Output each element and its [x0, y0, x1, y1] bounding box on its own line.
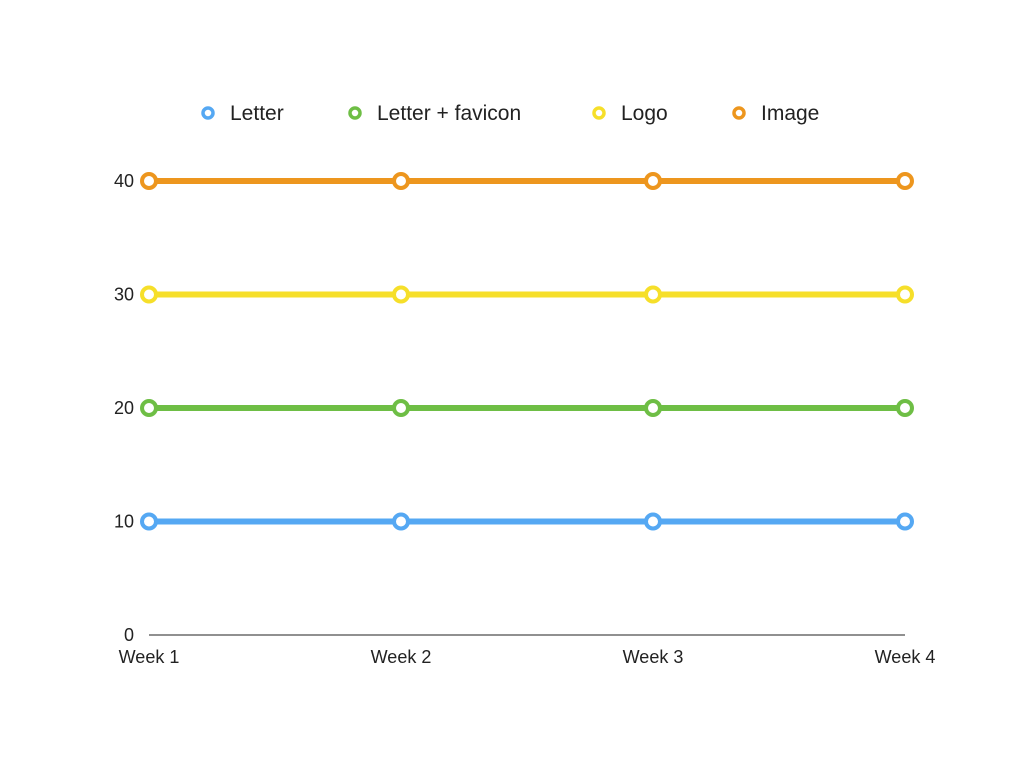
data-point — [392, 512, 410, 531]
legend-marker-icon — [732, 106, 746, 120]
series — [140, 285, 914, 304]
y-tick-label: 10 — [114, 512, 134, 532]
data-point — [896, 172, 914, 190]
data-point — [896, 285, 914, 304]
y-tick-label: 0 — [124, 625, 134, 645]
legend-item: Letter + favicon — [348, 102, 521, 125]
legend-item: Letter — [201, 102, 284, 125]
legend-item: Image — [732, 102, 819, 125]
series — [140, 172, 914, 190]
data-point — [392, 399, 410, 417]
legend-label: Logo — [621, 102, 668, 125]
legend-marker-icon — [348, 106, 362, 120]
data-point — [896, 399, 914, 417]
data-point — [392, 285, 410, 304]
y-tick-label: 20 — [114, 398, 134, 418]
data-point — [140, 285, 158, 304]
y-tick-label: 40 — [114, 171, 134, 191]
x-tick-label: Week 2 — [371, 647, 432, 667]
x-tick-label: Week 3 — [623, 647, 684, 667]
data-point — [644, 285, 662, 304]
series — [140, 512, 914, 531]
y-tick-label: 30 — [114, 285, 134, 305]
data-point — [140, 172, 158, 190]
legend-marker-icon — [592, 106, 606, 120]
legend: Letter Letter + favicon Logo Image — [201, 102, 819, 125]
data-point — [896, 512, 914, 531]
legend-label: Letter — [230, 102, 284, 125]
data-point — [140, 512, 158, 531]
data-point — [644, 399, 662, 417]
data-point — [644, 172, 662, 190]
x-axis: Week 1 Week 2 Week 3 Week 4 — [119, 634, 936, 667]
series — [140, 399, 914, 417]
data-point — [392, 172, 410, 190]
legend-label: Letter + favicon — [377, 102, 521, 125]
data-point — [644, 512, 662, 531]
legend-marker-icon — [201, 106, 215, 120]
legend-item: Logo — [592, 102, 668, 125]
x-tick-label: Week 4 — [875, 647, 936, 667]
x-tick-label: Week 1 — [119, 647, 180, 667]
series-group — [140, 172, 914, 531]
data-point — [140, 399, 158, 417]
legend-label: Image — [761, 102, 819, 125]
y-axis: 0 10 20 30 40 — [114, 171, 134, 645]
